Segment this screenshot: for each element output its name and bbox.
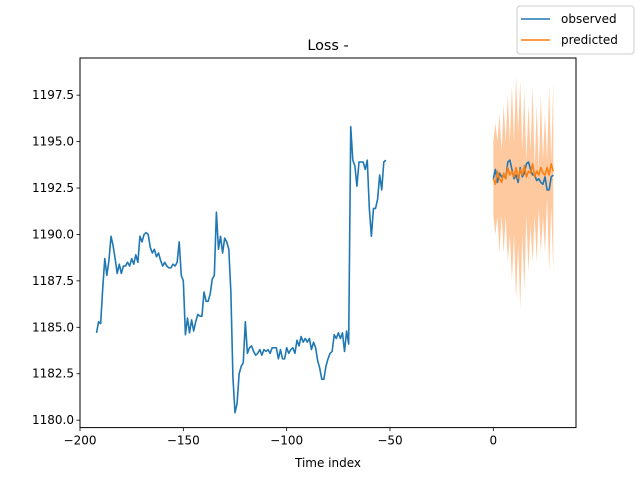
chart-title: Loss - [307, 38, 348, 54]
plot-series [95, 76, 555, 414]
y-ticks: 1180.0 1182.5 1185.0 1187.5 1190.0 1192.5 1195… [32, 88, 80, 427]
legend: observed predicted [516, 5, 635, 55]
legend-predicted-label: predicted [561, 33, 618, 47]
x-tick-label: −200 [64, 434, 97, 448]
x-tick-label: −150 [167, 434, 200, 448]
y-tick-label: 1195.0 [32, 135, 74, 149]
x-axis-label: Time index [294, 456, 361, 470]
y-tick-label: 1187.5 [32, 274, 74, 288]
y-tick-label: 1180.0 [32, 413, 74, 427]
y-tick-label: 1192.5 [32, 181, 74, 195]
predicted-line [492, 163, 555, 186]
y-tick-label: 1185.0 [32, 320, 74, 334]
x-ticks: −200 −150 −100 −50 0 [64, 427, 498, 448]
observed-line [95, 125, 387, 414]
x-tick-label: −50 [377, 434, 402, 448]
prediction-interval-band [493, 76, 554, 309]
x-tick-label: 0 [490, 434, 498, 448]
legend-box [516, 5, 635, 55]
plot-frame [79, 57, 577, 429]
y-tick-label: 1197.5 [32, 88, 74, 102]
y-tick-label: 1182.5 [32, 367, 74, 381]
x-tick-label: −100 [270, 434, 303, 448]
y-tick-label: 1190.0 [32, 227, 74, 241]
legend-observed-label: observed [561, 12, 617, 26]
